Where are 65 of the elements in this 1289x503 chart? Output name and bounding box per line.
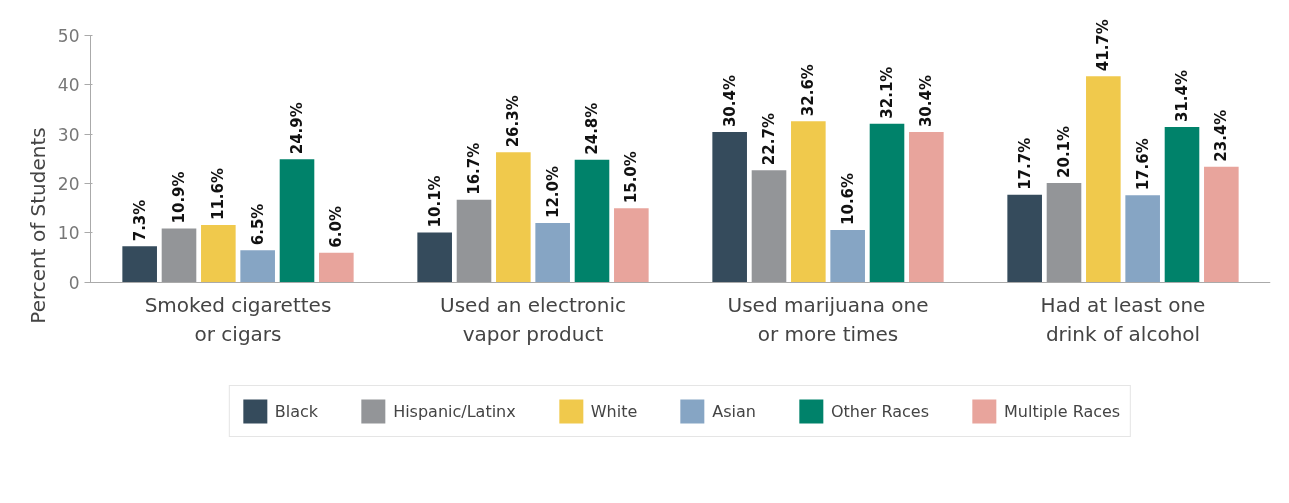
data-label: 20.1% (1055, 125, 1073, 178)
x-tick-label: Smoked cigarettes or cigars (144, 293, 332, 347)
bar (535, 223, 570, 283)
x-tick-label: Used an electronic vapor product (440, 293, 626, 347)
bar (122, 246, 157, 283)
bar (1086, 76, 1121, 283)
data-label: 23.4% (1212, 109, 1231, 162)
bar (1007, 194, 1042, 283)
bar (869, 123, 905, 283)
bar (456, 199, 492, 283)
x-tick-label: Had at least one drink of alcohol (1040, 293, 1206, 347)
bar (240, 250, 275, 283)
data-label: 24.9% (288, 102, 306, 155)
bar (909, 132, 944, 283)
legend-label: Asian (712, 401, 756, 421)
data-label: 10.6% (838, 172, 857, 225)
y-tick-label: 40 (57, 75, 80, 96)
y-tick-label: 0 (68, 272, 80, 293)
data-label: 32.6% (799, 64, 818, 117)
data-label: 41.7% (1094, 19, 1113, 72)
y-tick-label: 50 (57, 25, 80, 46)
bar (417, 232, 452, 283)
data-label: 10.1% (425, 175, 444, 228)
data-label: 30.4% (720, 75, 739, 128)
legend-label: Hispanic/Latinx (393, 401, 516, 421)
bar (614, 208, 649, 283)
legend-label: Multiple Races (1003, 401, 1121, 421)
data-label: 6.0% (327, 206, 346, 248)
data-label: 26.3% (504, 95, 523, 148)
bar (574, 159, 610, 283)
data-label: 32.1% (878, 66, 896, 119)
bar (751, 170, 787, 283)
legend-label: White (590, 401, 638, 421)
bar (1046, 182, 1082, 283)
y-tick-label: 30 (57, 124, 80, 145)
data-label: 17.7% (1015, 137, 1034, 190)
data-label: 31.4% (1173, 70, 1191, 123)
legend-label: Other Races (830, 401, 929, 421)
y-tick-label: 20 (57, 173, 80, 194)
data-label: 17.6% (1133, 138, 1152, 191)
data-label: 11.6% (209, 167, 228, 221)
data-label: 16.7% (465, 142, 483, 195)
data-label: 15.0% (622, 151, 641, 204)
data-label: 6.5% (248, 203, 267, 246)
data-label: 7.3% (130, 199, 149, 242)
data-label: 10.9% (170, 171, 188, 224)
bar (319, 252, 354, 283)
bar (1125, 195, 1160, 283)
data-label: 24.8% (583, 102, 601, 155)
y-tick-label: 10 (57, 223, 80, 244)
bar (161, 228, 197, 283)
bar (279, 159, 315, 283)
data-label: 22.7% (760, 113, 778, 166)
bar (1204, 166, 1239, 283)
bar (201, 225, 236, 283)
bar (496, 152, 531, 283)
data-label: 12.0% (543, 165, 562, 219)
bar (1164, 127, 1200, 283)
x-tick-label: Used marijuana one or more times (727, 293, 929, 347)
legend-label: Black (274, 401, 319, 421)
data-label: 30.4% (917, 75, 936, 128)
bar (791, 121, 826, 283)
bar (830, 229, 865, 283)
y-axis-title: Percent of Students (25, 127, 50, 324)
bar (712, 132, 747, 283)
